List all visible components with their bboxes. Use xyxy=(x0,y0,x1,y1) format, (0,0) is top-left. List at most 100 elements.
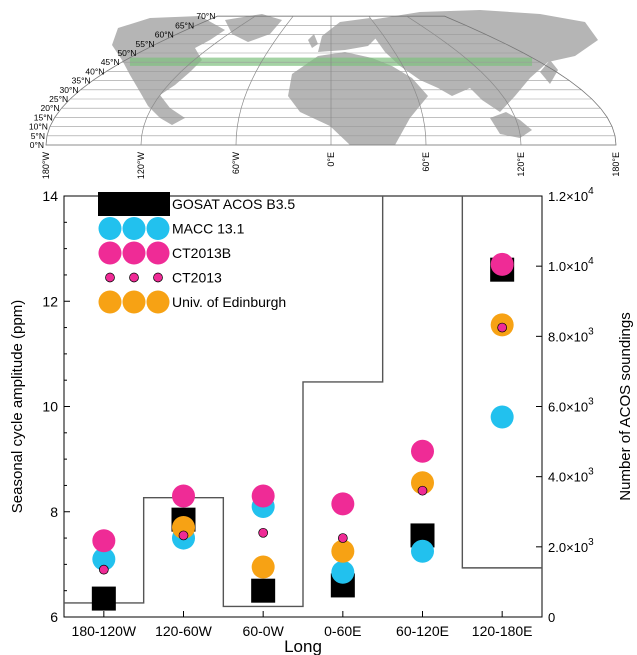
map-outline xyxy=(45,15,617,146)
point-ct2013b xyxy=(411,439,434,463)
point-univ-of-edinburgh xyxy=(251,555,275,579)
y-axis-label: Seasonal cycle amplitude (ppm) xyxy=(9,300,26,513)
legend-label: GOSAT ACOS B3.5 xyxy=(172,196,295,212)
y2-axis-label: Number of ACOS soundings xyxy=(617,312,634,500)
amplitude-chart: 6 8 10 12 14 0 2.0×103 4.0×103 6.0×103 8.0×103 1.0… xyxy=(9,186,634,655)
legend-label: MACC 13.1 xyxy=(172,221,245,237)
y-axis-right: 0 2.0×103 4.0×103 6.0×103 8.0×103 1.0×104 1.2×… xyxy=(536,186,594,625)
legend-marker xyxy=(146,217,170,240)
meridian-line xyxy=(406,15,522,146)
y-tick-label: 14 xyxy=(42,188,58,204)
point-gosat-acos-b3-5 xyxy=(91,586,116,611)
legend-marker xyxy=(122,192,146,216)
legend: GOSAT ACOS B3.5 MACC 13.1 CT2013B CT2013 Uni… xyxy=(98,192,295,314)
data-points xyxy=(91,252,515,611)
meridian-line xyxy=(140,15,256,146)
point-ct2013b xyxy=(92,529,116,553)
point-univ-of-edinburgh xyxy=(411,471,434,495)
meridian-line xyxy=(368,15,427,146)
lon-label: 120°W xyxy=(136,152,146,180)
point-ct2013 xyxy=(98,564,109,575)
y-tick-label: 8 xyxy=(50,504,58,520)
y-tick-label: 6 xyxy=(50,609,58,625)
point-ct2013 xyxy=(258,527,269,538)
legend-label: CT2013 xyxy=(172,270,222,286)
land-shape xyxy=(288,52,428,145)
lat-label: 30°N xyxy=(60,85,79,95)
y2-tick-label: 1.2×104 xyxy=(548,186,594,204)
point-macc-13-1 xyxy=(411,539,434,563)
y2-tick-label: 1.0×104 xyxy=(548,256,594,274)
land-shape xyxy=(112,16,225,125)
y-tick-label: 10 xyxy=(42,399,58,415)
lat-label: 45°N xyxy=(101,57,120,67)
x-tick-label: 60-0W xyxy=(243,623,285,639)
x-tick-label: 180-120W xyxy=(72,623,137,639)
point-ct2013 xyxy=(497,322,508,333)
lat-label: 70°N xyxy=(196,11,215,21)
legend-marker xyxy=(146,290,170,314)
point-macc-13-1 xyxy=(92,547,116,571)
point-macc-13-1 xyxy=(490,405,514,429)
legend-marker xyxy=(146,241,170,265)
point-macc-13-1 xyxy=(331,560,355,584)
point-ct2013 xyxy=(417,485,428,496)
x-tick-label: 0-60E xyxy=(324,623,361,639)
lat-label: 65°N xyxy=(175,20,194,30)
y2-tick-label: 8.0×103 xyxy=(548,326,594,344)
legend-marker xyxy=(153,272,163,283)
legend-marker xyxy=(122,241,146,265)
lat-label: 35°N xyxy=(72,76,91,86)
point-ct2013 xyxy=(337,533,348,543)
legend-marker xyxy=(105,272,115,283)
x-tick-label: 60-120E xyxy=(396,623,449,639)
legend-label: CT2013B xyxy=(172,245,231,261)
legend-marker xyxy=(146,192,170,216)
legend-marker xyxy=(98,217,122,240)
lat-label: 50°N xyxy=(117,48,136,58)
lon-label: 60°E xyxy=(421,152,431,172)
legend-marker xyxy=(129,272,139,283)
point-univ-of-edinburgh xyxy=(172,516,195,540)
soundings-step-line xyxy=(64,195,542,608)
point-univ-of-edinburgh xyxy=(331,539,355,563)
legend-marker xyxy=(98,241,122,265)
legend-marker xyxy=(98,192,122,216)
y-tick-label: 12 xyxy=(42,293,58,309)
x-axis: 180-120W 120-60W 60-0W 0-60E 60-120E 120-180E xyxy=(72,611,533,639)
lon-label: 0°E xyxy=(326,152,336,167)
point-ct2013b xyxy=(172,484,195,508)
point-ct2013 xyxy=(178,530,189,541)
lat-label: 5°N xyxy=(31,131,45,141)
point-ct2013b xyxy=(490,252,514,276)
land-shape xyxy=(308,34,318,48)
world-map: 0°N5°N10°N15°N20°N25°N30°N35°N40°N45°N50… xyxy=(29,10,621,179)
x-tick-label: 120-180E xyxy=(472,623,533,639)
legend-marker xyxy=(122,217,146,240)
point-ct2013b xyxy=(331,492,355,516)
y2-tick-label: 2.0×103 xyxy=(548,537,594,555)
lat-label: 10°N xyxy=(29,122,48,132)
x-axis-label: Long xyxy=(284,637,322,655)
lat-label: 40°N xyxy=(85,66,104,76)
point-gosat-acos-b3-5 xyxy=(251,578,276,603)
lat-label: 0°N xyxy=(30,140,44,150)
y-axis-left: 6 8 10 12 14 xyxy=(42,188,70,625)
legend-label: Univ. of Edinburgh xyxy=(172,294,286,310)
x-tick-label: 120-60W xyxy=(155,623,213,639)
lon-label: 180°E xyxy=(611,152,621,177)
meridian-lines xyxy=(140,15,522,146)
lat-label: 20°N xyxy=(41,103,60,113)
land-shape xyxy=(318,18,380,52)
y2-tick-label: 4.0×103 xyxy=(548,467,594,485)
y2-tick-label: 6.0×103 xyxy=(548,397,594,415)
land-shape xyxy=(225,14,282,42)
point-ct2013b xyxy=(251,484,275,508)
y2-tick-label: 0 xyxy=(548,610,555,625)
legend-marker xyxy=(98,290,122,314)
lat-label: 25°N xyxy=(49,94,68,104)
lon-label: 60°W xyxy=(231,151,241,174)
meridian-line xyxy=(235,15,294,146)
legend-marker xyxy=(122,290,146,314)
